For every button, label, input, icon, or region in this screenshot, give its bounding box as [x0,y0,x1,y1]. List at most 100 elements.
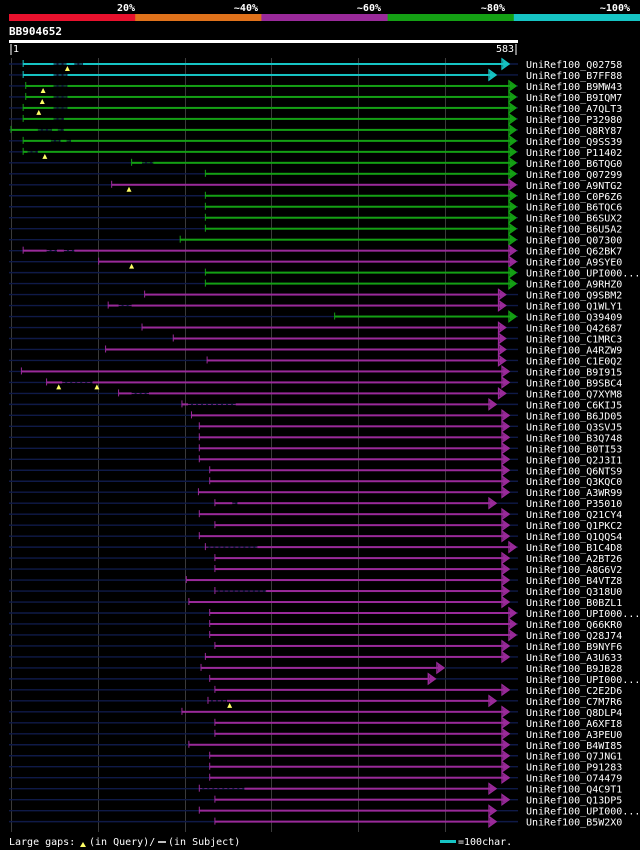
hit-row[interactable]: UniRef100_Q07299 [9,167,622,181]
hit-row[interactable]: UniRef100_B1C4D8 [9,540,622,554]
hit-label[interactable]: UniRef100_B9NYF6 [526,642,622,653]
hit-row[interactable]: UniRef100_Q3SVJ5 [9,419,622,433]
hit-row[interactable]: UniRef100_Q7XYM8 [9,387,622,400]
hit-label[interactable]: UniRef100_A9NTG2 [526,181,622,192]
hit-label[interactable]: UniRef100_A8G6V2 [526,565,622,576]
hit-row[interactable]: UniRef100_P32980 [9,112,622,126]
hit-label[interactable]: UniRef100_C6KIJ5 [526,400,622,411]
hit-label[interactable]: UniRef100_Q66KR0 [526,620,622,631]
hit-row[interactable]: UniRef100_B0BZL1 [9,595,622,609]
hit-row[interactable]: UniRef100_C0P6Z6 [9,189,622,203]
hit-row[interactable]: UniRef100_Q13DP5 [9,793,622,807]
hit-row[interactable]: UniRef100_P91283 [9,760,622,774]
hit-label[interactable]: UniRef100_Q39409 [526,313,622,324]
hit-row[interactable]: UniRef100_Q02758 [9,57,622,71]
hit-row[interactable]: UniRef100_Q2J3I1 [9,452,622,466]
hit-row[interactable]: UniRef100_B9JB28 [9,661,622,675]
hit-label[interactable]: UniRef100_P11402 [526,148,622,159]
hit-label[interactable]: UniRef100_B6TQC6 [526,203,622,214]
hit-label[interactable]: UniRef100_B0TI53 [526,444,622,455]
hit-row[interactable]: UniRef100_Q62BK7 [9,244,622,258]
hit-row[interactable]: UniRef100_C1MRC3 [9,332,622,346]
hit-row[interactable]: UniRef100_A9NTG2 [9,178,622,192]
hit-row[interactable]: UniRef100_Q6NTS9 [9,463,622,477]
hit-row[interactable]: UniRef100_A3PEU0 [9,727,622,741]
hit-label[interactable]: UniRef100_UPI000... [526,269,640,280]
hit-row[interactable]: UniRef100_Q39409 [9,310,622,324]
hit-row[interactable]: UniRef100_A4RZW9 [9,343,622,356]
hit-row[interactable]: UniRef100_A6XFI8 [9,716,622,730]
hit-label[interactable]: UniRef100_Q7JNG1 [526,752,622,763]
hit-row[interactable]: UniRef100_A7QLT3 [9,101,622,115]
hit-label[interactable]: UniRef100_A6XFI8 [526,719,622,730]
hit-row[interactable]: UniRef100_B6SUX2 [9,211,622,225]
hit-label[interactable]: UniRef100_A9SYE0 [526,258,622,269]
hit-label[interactable]: UniRef100_P91283 [526,763,622,774]
hit-label[interactable]: UniRef100_B6JD05 [526,411,622,422]
hit-label[interactable]: UniRef100_A2BT26 [526,554,622,565]
hit-label[interactable]: UniRef100_Q6NTS9 [526,466,622,477]
hit-row[interactable]: UniRef100_B6TQG0 [9,156,622,170]
hit-row[interactable]: UniRef100_C2E2D6 [9,683,622,697]
hit-label[interactable]: UniRef100_A9RHZ0 [526,280,622,291]
hit-row[interactable]: UniRef100_P35010 [9,496,622,510]
hit-row[interactable]: UniRef100_B9NYF6 [9,639,622,653]
hit-row[interactable]: UniRef100_Q1PKC2 [9,518,622,532]
hit-label[interactable]: UniRef100_Q07300 [526,236,622,247]
hit-row[interactable]: UniRef100_Q3KQC0 [9,474,622,488]
hit-row[interactable]: UniRef100_Q7JNG1 [9,749,622,763]
hit-label[interactable]: UniRef100_B9IQM7 [526,93,622,104]
hit-row[interactable]: UniRef100_Q42687 [9,321,622,335]
hit-label[interactable]: UniRef100_Q62BK7 [526,247,622,258]
hit-row[interactable]: UniRef100_Q8DLP4 [9,705,622,719]
hit-label[interactable]: UniRef100_A3PEU0 [526,730,622,741]
hit-row[interactable]: UniRef100_Q66KR0 [9,617,622,631]
hit-row[interactable]: UniRef100_A8G6V2 [9,562,622,576]
hit-label[interactable]: UniRef100_Q318U0 [526,587,622,598]
hit-label[interactable]: UniRef100_B0BZL1 [526,598,622,609]
hit-label[interactable]: UniRef100_C2E2D6 [526,686,622,697]
hit-row[interactable]: UniRef100_B4VTZ8 [9,573,622,587]
hit-label[interactable]: UniRef100_B6SUX2 [526,214,622,225]
hit-row[interactable]: UniRef100_B6TQC6 [9,200,622,214]
hit-label[interactable]: UniRef100_Q02758 [526,60,622,71]
hit-row[interactable]: UniRef100_Q07300 [9,233,622,247]
hit-label[interactable]: UniRef100_A7QLT3 [526,104,622,115]
hit-label[interactable]: UniRef100_B9MW43 [526,82,622,93]
hit-label[interactable]: UniRef100_C1MRC3 [526,335,622,346]
hit-row[interactable]: UniRef100_B9MW43 [9,79,622,93]
hit-row[interactable]: UniRef100_UPI000... [9,266,640,280]
hit-label[interactable]: UniRef100_B1C4D8 [526,543,622,554]
hit-row[interactable]: UniRef100_B4WI85 [9,738,622,752]
hit-label[interactable]: UniRef100_Q7XYM8 [526,389,622,400]
hit-label[interactable]: UniRef100_B9SBC4 [526,378,622,389]
hit-row[interactable]: UniRef100_Q4C9T1 [9,782,622,796]
hit-label[interactable]: UniRef100_Q1WLY1 [526,302,622,313]
hit-label[interactable]: UniRef100_P32980 [526,115,622,126]
hit-row[interactable]: UniRef100_B9I915 [9,365,622,378]
hit-label[interactable]: UniRef100_B9I915 [526,367,622,378]
hit-row[interactable]: UniRef100_Q1QQS4 [9,529,622,543]
hit-row[interactable]: UniRef100_Q21CY4 [9,507,622,521]
hit-label[interactable]: UniRef100_B4WI85 [526,741,622,752]
hit-row[interactable]: UniRef100_UPI000... [9,672,640,686]
hit-label[interactable]: UniRef100_Q2J3I1 [526,455,622,466]
hit-label[interactable]: UniRef100_A3WR99 [526,488,622,499]
hit-label[interactable]: UniRef100_Q13DP5 [526,796,622,807]
hit-label[interactable]: UniRef100_B5W2X0 [526,818,622,829]
hit-label[interactable]: UniRef100_C7M7R6 [526,697,622,708]
hit-row[interactable]: UniRef100_UPI000... [9,804,640,818]
hit-row[interactable]: UniRef100_B9IQM7 [9,90,622,104]
hit-label[interactable]: UniRef100_C1E0Q2 [526,356,622,367]
hit-label[interactable]: UniRef100_Q42687 [526,324,622,335]
hit-label[interactable]: UniRef100_O74479 [526,774,622,785]
hit-row[interactable]: UniRef100_P11402 [9,145,622,159]
hit-label[interactable]: UniRef100_B3Q748 [526,433,622,444]
hit-label[interactable]: UniRef100_Q9SS39 [526,137,622,148]
hit-label[interactable]: UniRef100_Q8RY87 [526,126,622,137]
hit-label[interactable]: UniRef100_B4VTZ8 [526,576,622,587]
hit-row[interactable]: UniRef100_Q318U0 [9,584,622,598]
hit-label[interactable]: UniRef100_Q9SBM2 [526,291,622,302]
hit-label[interactable]: UniRef100_Q1PKC2 [526,521,622,532]
hit-row[interactable]: UniRef100_O74479 [9,771,622,785]
